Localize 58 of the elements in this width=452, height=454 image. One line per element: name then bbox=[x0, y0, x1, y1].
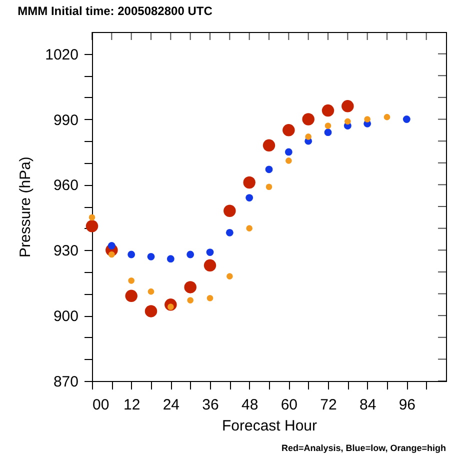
point bbox=[206, 248, 214, 256]
point bbox=[384, 114, 390, 120]
x-tick-label: 72 bbox=[320, 396, 337, 414]
point bbox=[324, 128, 332, 136]
x-tick-label: 48 bbox=[241, 396, 258, 414]
point bbox=[226, 228, 234, 236]
chart-title: MMM Initial time: 2005082800 UTC bbox=[18, 4, 213, 18]
y-tick-label: 990 bbox=[53, 112, 78, 129]
x-tick-label: 84 bbox=[359, 396, 376, 414]
x-tick-label: 36 bbox=[202, 396, 219, 414]
y-tick-label: 930 bbox=[53, 242, 78, 260]
point bbox=[86, 220, 98, 232]
y-tick-label: 1020 bbox=[45, 46, 78, 64]
point bbox=[246, 194, 254, 202]
x-tick-label: 12 bbox=[123, 396, 140, 414]
point bbox=[108, 251, 115, 258]
x-tick-label: 96 bbox=[398, 396, 416, 414]
point bbox=[342, 100, 354, 112]
point bbox=[147, 252, 155, 260]
point bbox=[184, 281, 196, 294]
point bbox=[187, 297, 194, 304]
point bbox=[324, 122, 332, 129]
point bbox=[148, 288, 154, 295]
point bbox=[243, 176, 256, 189]
point bbox=[302, 113, 314, 126]
point bbox=[125, 290, 138, 302]
y-axis-title: Pressure (hPa) bbox=[17, 156, 34, 258]
x-tick-label: 00 bbox=[92, 396, 110, 414]
point bbox=[322, 104, 334, 117]
point bbox=[144, 305, 158, 318]
point bbox=[206, 294, 214, 302]
point bbox=[265, 166, 273, 174]
point bbox=[166, 255, 174, 263]
point bbox=[108, 242, 116, 250]
point bbox=[204, 259, 216, 272]
point bbox=[226, 273, 233, 280]
x-tick-label: 60 bbox=[280, 396, 298, 414]
text: Red=Analysis, Blue=low, Orange=high bbox=[282, 443, 446, 453]
point bbox=[262, 139, 276, 152]
point bbox=[282, 124, 295, 136]
point bbox=[286, 158, 292, 164]
point bbox=[246, 225, 252, 232]
y-tick-label: 870 bbox=[53, 374, 78, 390]
point bbox=[344, 118, 351, 125]
point bbox=[128, 278, 134, 284]
x-tick-label: 24 bbox=[162, 396, 180, 414]
point bbox=[284, 148, 292, 156]
point bbox=[402, 116, 410, 123]
y-tick-label: 960 bbox=[53, 177, 78, 194]
point bbox=[186, 250, 194, 258]
point bbox=[224, 204, 236, 217]
point bbox=[266, 184, 272, 190]
point bbox=[364, 116, 370, 122]
point bbox=[128, 250, 136, 258]
x-axis-title: Forecast Hour bbox=[222, 418, 318, 434]
point bbox=[88, 214, 96, 221]
y-tick-label: 900 bbox=[53, 308, 78, 326]
point bbox=[305, 134, 312, 140]
